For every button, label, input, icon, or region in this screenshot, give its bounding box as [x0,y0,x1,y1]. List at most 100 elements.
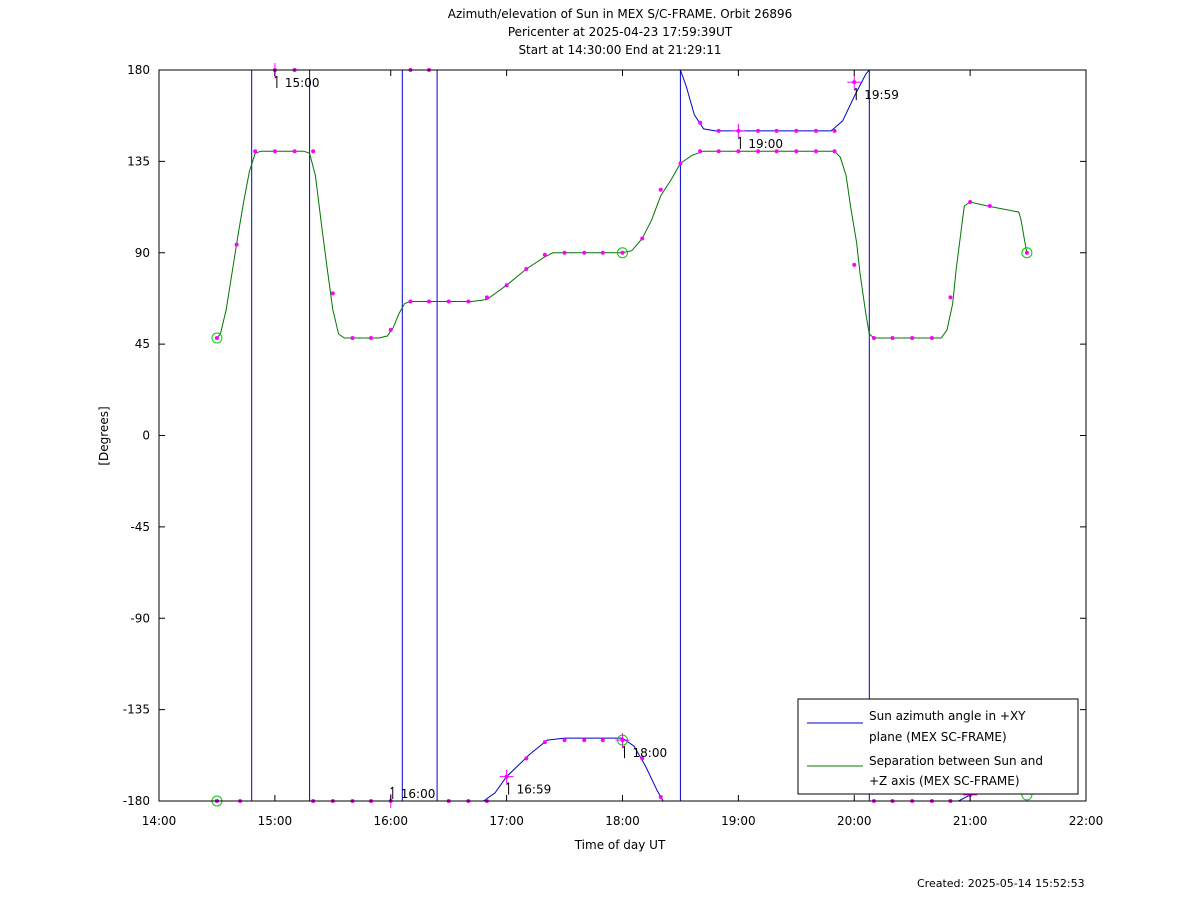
y-axis-label: [Degrees] [97,406,111,465]
annotation-pointer-head [390,786,394,790]
legend-label-separation-line1: Separation between Sun and [869,754,1043,768]
chart-subtitle-pericenter: Pericenter at 2025-04-23 17:59:39UT [507,25,733,39]
separation-data-point [716,149,721,154]
annotation-pointer-head [853,87,857,91]
azimuth-data-point [562,738,567,743]
separation-data-point [640,236,645,241]
separation-data-point [756,149,761,154]
separation-data-point [408,299,413,304]
x-tick-label: 16:00 [373,814,408,828]
azimuth-data-point [716,128,721,133]
event-circle [617,247,628,259]
y-tick-label: -90 [130,611,150,625]
azimuth-data-point [774,128,779,133]
axis-layer: 14:00 15:00 16:00 17:00 18:00 19:00 20:00 21:00… [123,63,1104,828]
x-tick-label: 20:00 [837,814,872,828]
event-circle [211,332,223,344]
azimuth-data-point [794,128,799,133]
legend-label-azimuth-line2: plane (MEX SC-FRAME) [869,730,1007,744]
annotation-label: 15:00 [285,76,320,90]
separation-data-point [600,250,605,255]
separation-data-point [426,299,431,304]
separation-data-point [968,199,973,204]
y-tick-label: -135 [123,703,150,717]
separation-data-point [814,149,819,154]
separation-data-point [1024,250,1029,255]
separation-data-point [890,336,895,341]
azimuth-data-point [832,128,837,133]
separation-data-point [910,336,915,341]
chart-subtitle-range: Start at 14:30:00 End at 21:29:11 [518,43,722,57]
annotation-pointer-head [506,782,509,785]
plot-frame [158,69,1087,802]
y-tick-label: 90 [135,246,150,260]
separation-data-point [466,299,471,304]
separation-data-point [832,149,837,154]
legend-box [797,698,1079,795]
annotation-pointer-head [622,745,625,749]
annotation-label: 19:59 [864,88,899,102]
azimuth-data-point [658,794,663,799]
event-circle [617,734,628,746]
azimuth-data-point [640,756,645,761]
separation-data-point [272,149,277,154]
separation-data-point [504,283,509,288]
y-tick-label: 180 [127,63,150,77]
separation-data-point [736,149,741,154]
y-tick-label: 135 [127,154,150,168]
chart-title: Azimuth/elevation of Sun in MEX S/C-FRAM… [447,7,793,21]
separation-data-point [871,336,876,341]
azimuth-data-point [698,120,703,125]
annotation-label: 16:00 [401,787,436,801]
x-tick-label: 14:00 [142,814,177,828]
x-tick-label: 19:00 [721,814,756,828]
x-tick-label: 22:00 [1069,814,1104,828]
separation-data-point [582,250,587,255]
separation-data-point [948,295,953,300]
azimuth-line-segment [679,69,870,132]
legend-label-separation-line2: +Z axis (MEX SC-FRAME) [869,774,1020,788]
annotation-label: 19:00 [748,137,783,151]
annotation-pointer-head [738,136,741,140]
separation-data-point [311,149,316,154]
created-timestamp: Created: 2025-05-14 15:52:53 [917,877,1085,890]
x-tick-label: 15:00 [258,814,293,828]
separation-data-point [369,336,374,341]
legend-label-azimuth-line1: Sun azimuth angle in +XY [869,709,1026,723]
separation-data-point [330,291,335,296]
x-tick-label: 17:00 [489,814,524,828]
separation-data-point [446,299,451,304]
separation-data-point [852,262,857,267]
azimuth-data-point [524,756,529,761]
separation-data-point [678,161,683,166]
legend: Sun azimuth angle in +XY plane (MEX SC-F… [797,698,1079,795]
separation-data-point [987,204,992,209]
separation-data-point [794,149,799,154]
annotation-label: 16:59 [517,783,552,797]
azimuth-data-point [582,738,587,743]
separation-data-point [484,295,489,300]
separation-data-point [929,336,934,341]
y-tick-label: 45 [135,337,150,351]
x-tick-label: 18:00 [605,814,640,828]
azimuth-data-point [814,128,819,133]
separation-data-point [542,252,547,257]
azimuth-data-point [756,128,761,133]
separation-data-point [388,327,393,332]
x-tick-label: 21:00 [953,814,988,828]
separation-data-point [234,242,239,247]
separation-data-point [214,336,219,341]
y-tick-label: -45 [130,520,150,534]
y-tick-label: -180 [123,794,150,808]
separation-data-point [253,149,258,154]
azimuth-data-point [600,738,605,743]
separation-data-point [562,250,567,255]
annotation-label: 18:00 [633,746,668,760]
separation-data-point [350,336,355,341]
separation-data-point [658,187,663,192]
azimuth-data-point [542,740,547,745]
event-circle [1021,247,1033,259]
separation-data-point [620,250,625,255]
